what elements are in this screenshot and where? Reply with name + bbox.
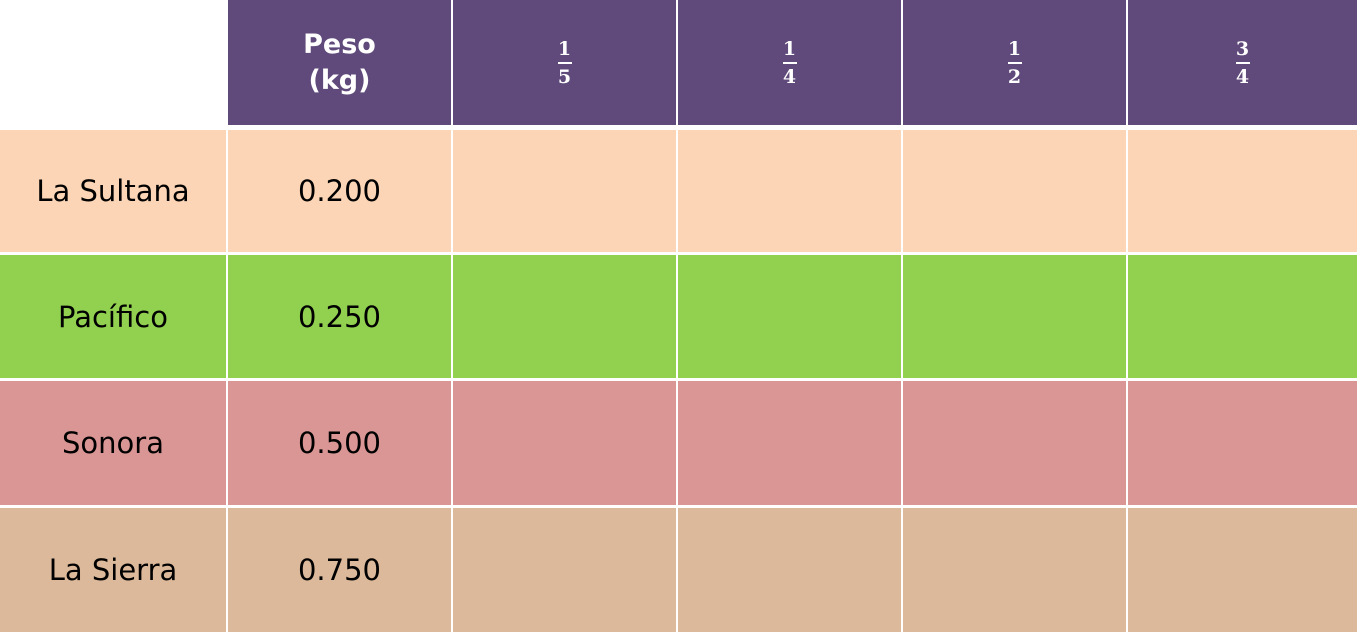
header-label: Peso [303, 28, 376, 60]
header-label: (kg) [308, 64, 371, 96]
denominator: 2 [1007, 65, 1022, 88]
table-cell [903, 255, 1126, 378]
table-cell [453, 381, 676, 505]
fraction-bar [782, 61, 797, 64]
row-name: Sonora [62, 426, 164, 460]
numerator: 1 [782, 37, 797, 60]
table-cell [1128, 381, 1357, 505]
fraction-bar [1235, 61, 1250, 64]
table-cell: La Sierra [0, 508, 226, 632]
table-cell [1128, 508, 1357, 632]
weight-value: 0.200 [297, 174, 382, 208]
table-cell: La Sultana [0, 130, 226, 252]
table-cell [1128, 255, 1357, 378]
table-cell: Sonora [0, 381, 226, 505]
row-name: La Sultana [36, 174, 190, 208]
table-cell [903, 508, 1126, 632]
denominator: 4 [782, 65, 797, 88]
table-cell [678, 508, 901, 632]
weight-value: 0.500 [297, 426, 382, 460]
table-cell [903, 381, 1126, 505]
header-cell: Peso (kg) [228, 0, 451, 125]
row-name: La Sierra [48, 553, 178, 587]
weight-value: 0.750 [297, 553, 382, 587]
weight-value: 0.250 [297, 299, 382, 334]
table-cell: 0.750 [228, 508, 451, 632]
table-cell: 0.500 [228, 381, 451, 505]
table-cell: Pacífico [0, 255, 226, 378]
table-cell [453, 508, 676, 632]
table-cell [678, 381, 901, 505]
fraction-bar [557, 61, 572, 64]
denominator: 5 [557, 65, 572, 88]
row-name: Pacífico [58, 299, 168, 334]
numerator: 1 [1007, 37, 1022, 60]
table-cell: 0.250 [228, 255, 451, 378]
table-cell: 0.200 [228, 130, 451, 252]
denominator: 4 [1235, 65, 1250, 88]
table-cell [903, 130, 1126, 252]
table-cell [678, 255, 901, 378]
table-cell [1128, 130, 1357, 252]
fraction-bar [1007, 61, 1022, 64]
numerator: 1 [557, 37, 572, 60]
table-cell [678, 130, 901, 252]
table-cell [453, 130, 676, 252]
table-cell [453, 255, 676, 378]
numerator: 3 [1235, 37, 1250, 60]
